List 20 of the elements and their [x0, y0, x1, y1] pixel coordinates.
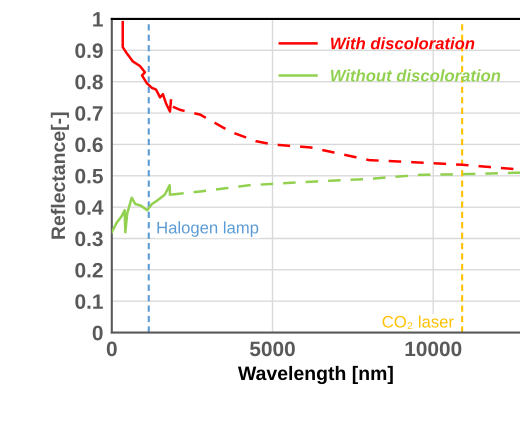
y-tick-label: 0.3: [75, 232, 103, 246]
y-tick-label: 0.5: [75, 168, 103, 184]
x-tick-label: 10000: [406, 341, 462, 356]
y-tick-label: 0.8: [75, 74, 103, 90]
x-tick-label: 5000: [250, 341, 295, 356]
y-tick-label: 0.6: [75, 137, 103, 152]
x-axis-title: Wavelength [nm]: [238, 366, 393, 384]
ref-line-label: CO₂ laser: [382, 315, 454, 329]
y-tick-label: 0: [92, 326, 103, 340]
x-tick-label: 0: [106, 341, 117, 356]
ref-line-label: Halogen lamp: [157, 221, 258, 237]
y-tick-label: 0.4: [75, 200, 104, 215]
legend-label: With discoloration: [331, 37, 474, 50]
y-tick-label: 0.1: [75, 294, 103, 309]
y-tick-label: 1: [93, 12, 103, 26]
y-tick-label: 0.9: [75, 43, 103, 58]
y-axis-title: Reflectance[-]: [50, 112, 69, 239]
y-tick-label: 0.2: [75, 262, 103, 278]
y-tick-label: 0.7: [75, 106, 103, 121]
legend-label: Without discoloration: [331, 69, 500, 82]
